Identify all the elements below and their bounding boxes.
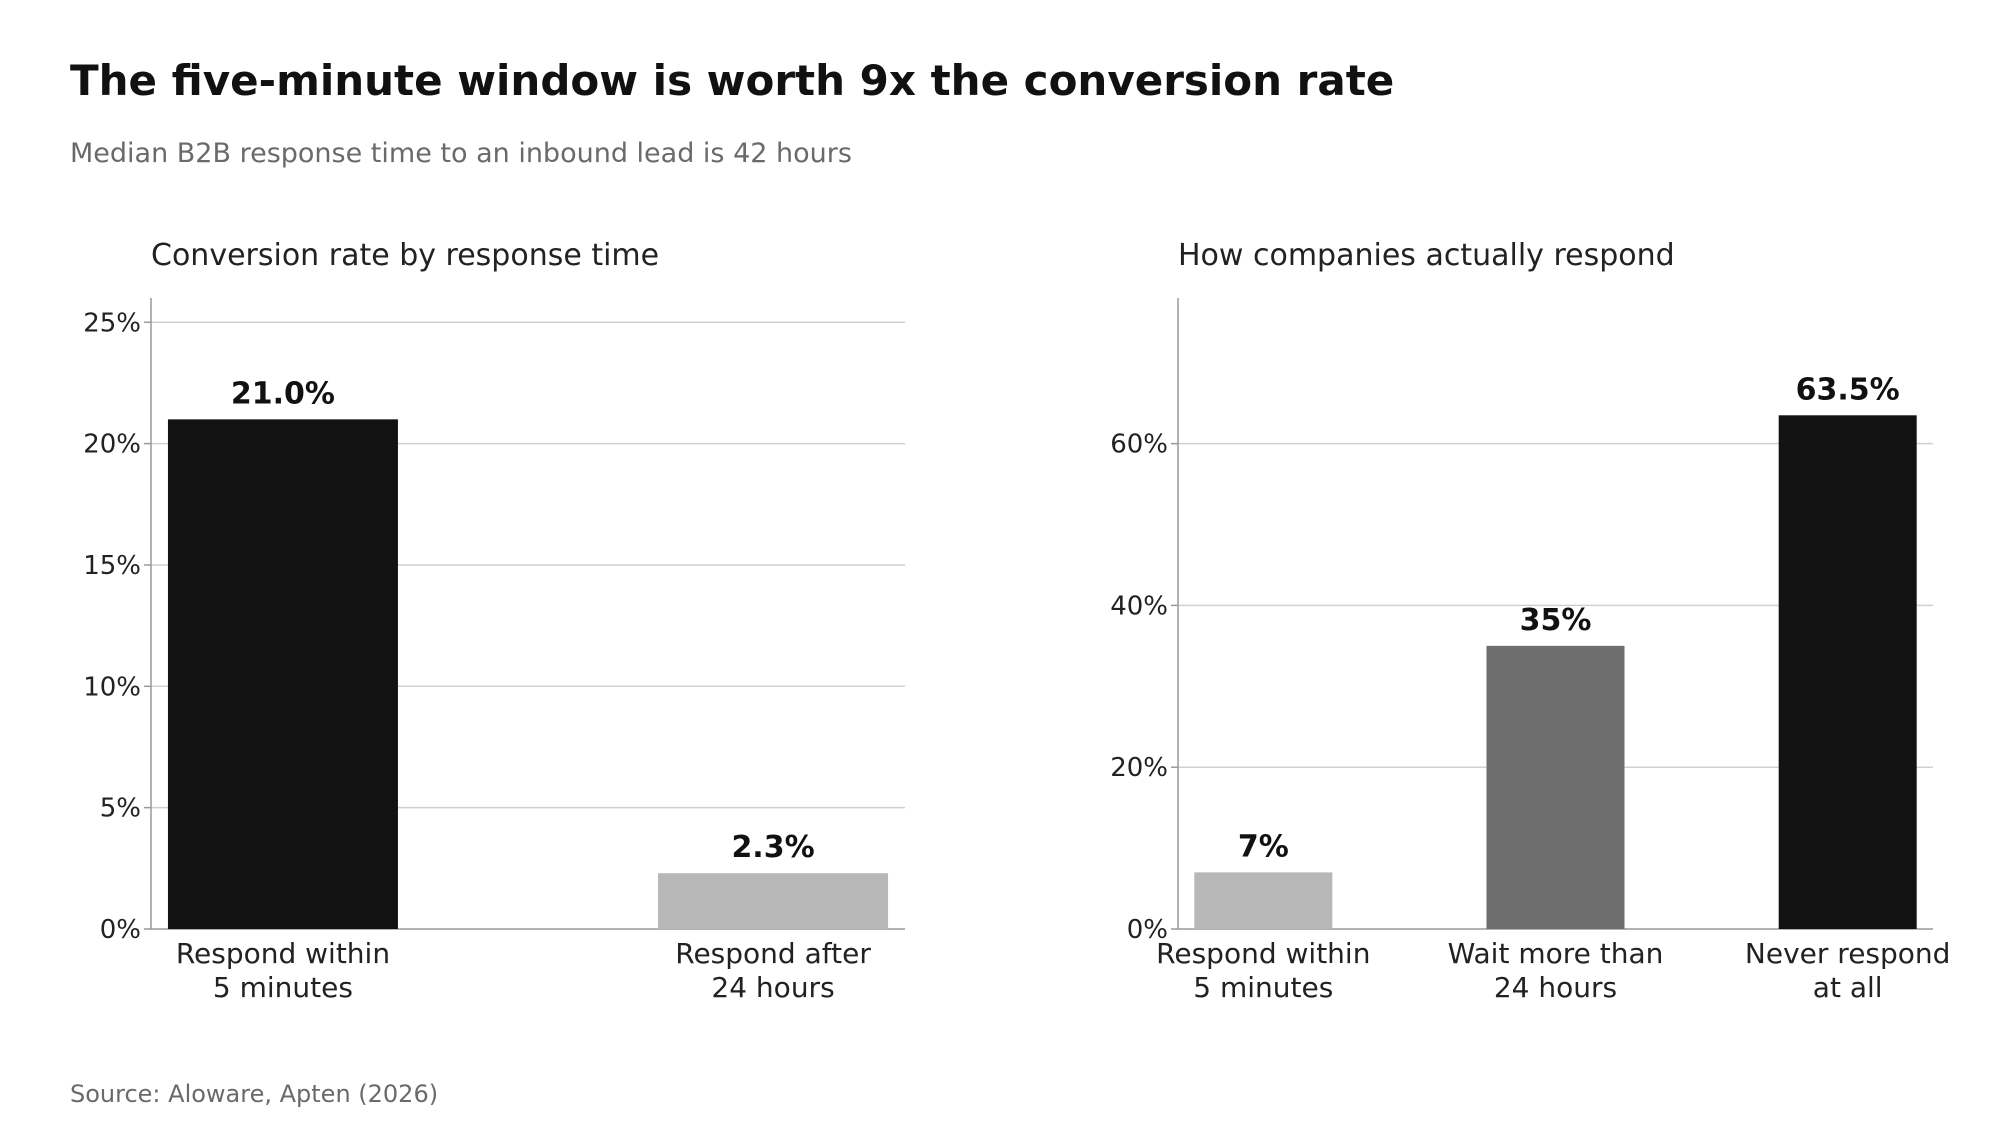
y-tick-label: 20% [83,430,141,460]
bar [167,419,398,929]
data-label: 7% [1238,829,1289,864]
y-tick-label: 15% [83,551,141,581]
data-label: 35% [1520,603,1592,638]
chart-panel-2: How companies actually respond 0% 20% 40% 60… [1110,238,1950,1004]
data-label: 21.0% [231,376,335,411]
y-tick-label: 0% [1127,915,1168,945]
x-tick-label: Never respond at all [1745,937,1951,1004]
bar [1778,415,1917,929]
x-tick-label: Respond within 5 minutes [176,937,390,1004]
x-tick-label: Respond after 24 hours [675,937,871,1004]
bar [658,873,889,929]
bar [1194,872,1333,929]
y-tick-label: 10% [83,672,141,702]
chart-title: How companies actually respond [1178,238,1675,273]
chart-panel-1: Conversion rate by response time 0% 5% 10% 1… [83,238,905,1004]
y-tick-label: 0% [100,915,141,945]
y-tick-label: 60% [1110,430,1168,460]
data-label: 2.3% [731,830,814,865]
data-label: 63.5% [1796,372,1900,407]
y-tick-label: 40% [1110,591,1168,621]
source-note: Source: Aloware, Apten (2026) [70,1080,439,1108]
x-tick-label: Wait more than 24 hours [1448,937,1664,1004]
page-title: The five-minute window is worth 9x the c… [70,56,1395,105]
chart-title: Conversion rate by response time [151,238,659,273]
y-tick-label: 20% [1110,753,1168,783]
y-tick-label: 5% [100,794,141,824]
x-tick-label: Respond within 5 minutes [1156,937,1370,1004]
page-subtitle: Median B2B response time to an inbound l… [70,138,852,169]
bar [1486,645,1625,929]
y-tick-label: 25% [83,308,141,338]
